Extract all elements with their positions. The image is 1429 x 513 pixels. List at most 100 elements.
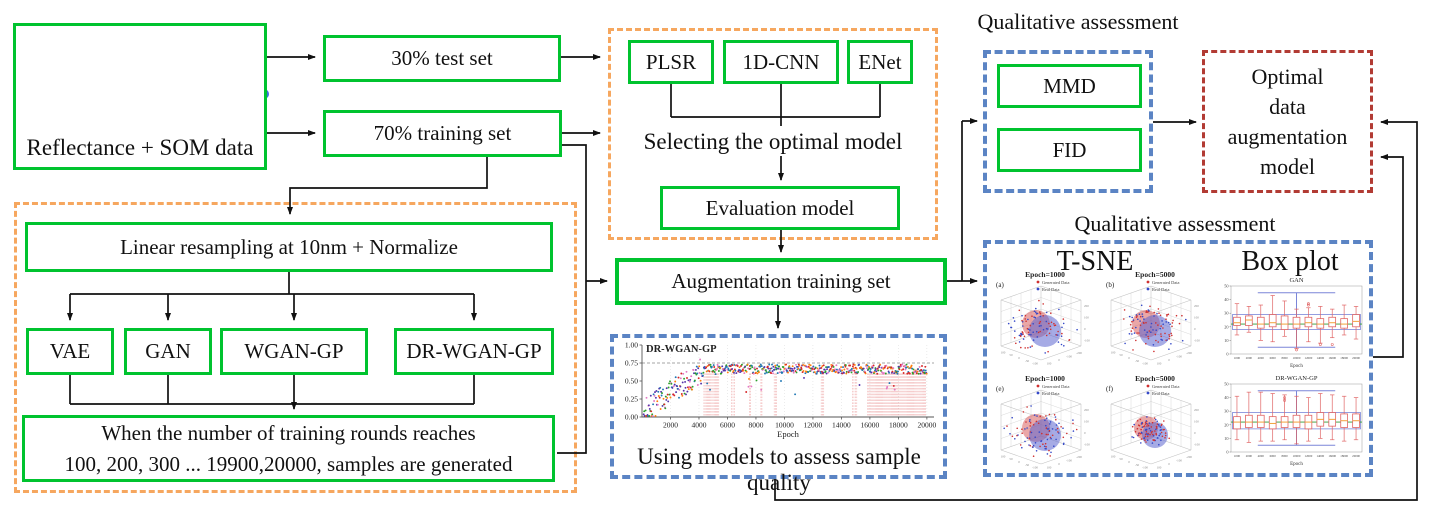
svg-text:-100: -100 (1194, 442, 1200, 446)
svg-text:-100: -100 (1084, 442, 1090, 446)
svg-text:50: 50 (1224, 284, 1228, 289)
svg-text:Real Data: Real Data (1152, 287, 1169, 292)
svg-text:GAN: GAN (1289, 277, 1303, 284)
svg-text:12000: 12000 (1305, 356, 1313, 360)
svg-text:Epoch=1000: Epoch=1000 (1025, 374, 1065, 383)
svg-text:10: 10 (1224, 436, 1228, 441)
svg-text:-100: -100 (1084, 338, 1090, 342)
svg-text:12000: 12000 (1305, 454, 1313, 458)
svg-text:DR-WGAN-GP: DR-WGAN-GP (646, 344, 717, 355)
svg-text:100: 100 (1001, 454, 1006, 458)
svg-text:0: 0 (1128, 356, 1130, 360)
svg-text:2000: 2000 (663, 421, 678, 430)
svg-text:Epoch: Epoch (1290, 462, 1303, 467)
svg-text:-200: -200 (1186, 351, 1192, 355)
generator-node-dr-wgan-gp: DR-WGAN-GP (394, 328, 554, 375)
svg-text:50: 50 (1224, 382, 1228, 387)
svg-text:18000: 18000 (1340, 454, 1348, 458)
svg-text:50: 50 (1009, 353, 1013, 357)
svg-text:20000: 20000 (1352, 454, 1360, 458)
svg-text:100: 100 (1001, 350, 1006, 354)
svg-text:(a): (a) (996, 281, 1004, 289)
gan-label: GAN (145, 339, 191, 364)
svg-text:50: 50 (1009, 457, 1013, 461)
svg-text:0: 0 (1226, 352, 1228, 357)
svg-text:40: 40 (1224, 297, 1228, 302)
svg-text:0: 0 (1194, 431, 1196, 435)
svg-text:10000: 10000 (1293, 356, 1301, 360)
svg-text:10000: 10000 (1293, 454, 1301, 458)
svg-text:0: 0 (1058, 462, 1060, 466)
svg-text:4000: 4000 (1258, 356, 1265, 360)
svg-text:6000: 6000 (1270, 356, 1277, 360)
mmd-label: MMD (1043, 73, 1096, 98)
svg-text:100: 100 (1157, 361, 1162, 365)
resample-label: Linear resampling at 10nm + Normalize (120, 234, 458, 259)
svg-text:DR-WGAN-GP: DR-WGAN-GP (1276, 375, 1318, 382)
svg-text:100: 100 (1047, 465, 1052, 469)
svg-text:20: 20 (1224, 324, 1228, 329)
svg-text:-50: -50 (1025, 463, 1030, 467)
svg-text:2000: 2000 (1246, 356, 1253, 360)
svg-text:100: 100 (1194, 419, 1199, 423)
reflectance-som-label: Reflectance + SOM data (26, 135, 254, 161)
svg-text:20000: 20000 (1352, 356, 1360, 360)
svg-text:(e): (e) (996, 385, 1004, 393)
svg-text:18000: 18000 (889, 421, 908, 430)
svg-text:100: 100 (1084, 419, 1089, 423)
svg-text:50: 50 (1119, 457, 1123, 461)
tsne-subplot-a: -100-500501001000-100-200-1000100200Epoc… (996, 270, 1090, 366)
line-augmentation-right-bus (947, 121, 963, 282)
svg-text:0: 0 (1084, 431, 1086, 435)
svg-text:14000: 14000 (1316, 454, 1324, 458)
svg-text:-100: -100 (1032, 362, 1038, 366)
svg-text:16000: 16000 (1328, 454, 1336, 458)
fid-label: FID (1052, 137, 1087, 162)
svg-text:-100: -100 (1142, 362, 1148, 366)
svg-text:0: 0 (1058, 358, 1060, 362)
generator-node-wgan-gp: WGAN-GP (220, 328, 368, 375)
arrow-visual-feedback (1373, 154, 1404, 358)
metric-node-fid: FID (997, 128, 1142, 172)
model-node-enet: ENet (847, 40, 913, 84)
svg-text:0: 0 (1084, 327, 1086, 331)
svg-text:18000: 18000 (1340, 356, 1348, 360)
svg-text:6000: 6000 (1270, 454, 1277, 458)
train-set-node: 70% training set (323, 110, 562, 157)
svg-text:10: 10 (1224, 338, 1228, 343)
svg-text:Epoch=5000: Epoch=5000 (1135, 374, 1175, 383)
qualitative-assessment-2-title: Qualitative assessment (1074, 211, 1276, 236)
svg-text:0: 0 (1128, 460, 1130, 464)
test-set-node: 30% test set (323, 35, 561, 82)
svg-text:2000: 2000 (1246, 454, 1253, 458)
svg-text:0: 0 (1168, 462, 1170, 466)
train-set-label: 70% training set (373, 121, 512, 146)
svg-text:200: 200 (1194, 304, 1199, 308)
boxplot-dr-wgan-gp: DR-WGAN-GP 0 10 20 30 40 50 1000 2000 4000 6000 800… (1224, 375, 1363, 467)
tsne-heading: T-SNE (1056, 246, 1134, 277)
svg-text:0.25: 0.25 (625, 395, 638, 404)
svg-text:-200: -200 (1076, 455, 1082, 459)
cnn-label: 1D-CNN (742, 49, 820, 74)
svg-text:4000: 4000 (691, 421, 706, 430)
generator-node-vae: VAE (26, 328, 114, 375)
svg-text:-100: -100 (1066, 354, 1072, 358)
svg-text:200: 200 (1194, 408, 1199, 412)
svg-text:(b): (b) (1106, 281, 1115, 289)
boxplot-heading: Box plot (1241, 246, 1339, 277)
svg-text:1000: 1000 (1234, 356, 1241, 360)
boxplot-gan: GAN 0 10 20 30 40 50 1000 2000 4000 6000 8000 10000 1… (1224, 277, 1363, 369)
svg-text:6000: 6000 (720, 421, 735, 430)
svg-text:Generated Data: Generated Data (1042, 384, 1069, 389)
svg-text:0: 0 (1168, 358, 1170, 362)
tsne-subplot-b: -100-500501001000-100-200-1000100200Epoc… (1106, 270, 1200, 366)
test-set-label: 30% test set (391, 46, 493, 71)
svg-text:1000: 1000 (1234, 454, 1241, 458)
metric-node-mmd: MMD (997, 64, 1142, 108)
rounds-line1: When the number of training rounds reach… (101, 421, 476, 446)
svg-text:-50: -50 (1135, 359, 1140, 363)
vae-label: VAE (49, 339, 91, 364)
dr-wgan-gp-label: DR-WGAN-GP (406, 339, 542, 364)
augmentation-node: Augmentation training set (615, 258, 947, 305)
